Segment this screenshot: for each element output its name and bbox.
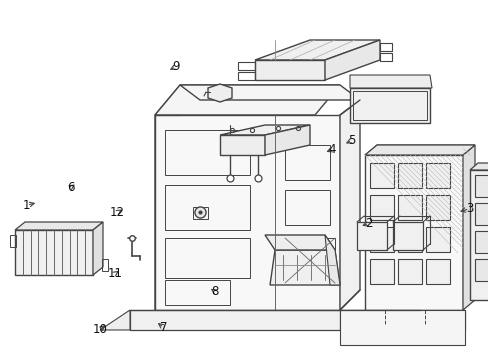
Bar: [193, 207, 207, 219]
Text: 7: 7: [160, 321, 167, 334]
Bar: [379, 53, 391, 61]
Polygon shape: [254, 60, 325, 80]
Text: 8: 8: [211, 285, 219, 298]
Polygon shape: [364, 145, 474, 155]
Polygon shape: [469, 163, 488, 170]
Polygon shape: [339, 310, 464, 345]
Text: 6: 6: [67, 181, 75, 194]
Polygon shape: [220, 125, 309, 135]
Bar: [238, 62, 254, 70]
Bar: [469, 170, 488, 300]
Polygon shape: [264, 235, 334, 250]
Bar: [474, 231, 488, 253]
Polygon shape: [364, 145, 474, 155]
Bar: [352, 91, 426, 120]
Polygon shape: [264, 125, 309, 155]
Bar: [15, 230, 93, 275]
Text: 11: 11: [107, 267, 122, 280]
Polygon shape: [220, 135, 264, 155]
Text: 1: 1: [23, 199, 31, 212]
Bar: [356, 222, 386, 250]
Polygon shape: [325, 40, 379, 80]
Bar: [164, 238, 249, 278]
Bar: [397, 227, 421, 252]
Polygon shape: [419, 310, 449, 330]
Bar: [379, 43, 391, 51]
Text: 3: 3: [465, 202, 472, 215]
Bar: [369, 259, 393, 284]
Bar: [369, 195, 393, 220]
Bar: [369, 163, 393, 188]
Polygon shape: [130, 310, 419, 330]
Bar: [285, 238, 334, 283]
Polygon shape: [15, 222, 103, 230]
Text: 2: 2: [365, 217, 372, 230]
Text: 10: 10: [93, 323, 107, 336]
Text: 4: 4: [328, 143, 336, 156]
Polygon shape: [93, 222, 103, 275]
Polygon shape: [207, 84, 231, 102]
Bar: [397, 195, 421, 220]
Bar: [425, 163, 449, 188]
Bar: [285, 145, 329, 180]
Bar: [164, 280, 229, 305]
Bar: [474, 203, 488, 225]
Polygon shape: [462, 145, 474, 310]
Bar: [238, 72, 254, 80]
Text: 5: 5: [347, 134, 355, 147]
Bar: [425, 259, 449, 284]
Bar: [364, 155, 462, 310]
Bar: [474, 175, 488, 197]
Bar: [164, 185, 249, 230]
Bar: [102, 259, 108, 271]
Polygon shape: [254, 40, 379, 60]
Text: 12: 12: [110, 206, 124, 219]
Bar: [397, 259, 421, 284]
Bar: [285, 190, 329, 225]
Bar: [397, 163, 421, 188]
Polygon shape: [100, 310, 130, 330]
Polygon shape: [325, 235, 339, 285]
Bar: [425, 195, 449, 220]
Bar: [425, 227, 449, 252]
Bar: [10, 235, 16, 247]
Text: 9: 9: [172, 60, 180, 73]
Bar: [349, 88, 429, 123]
Polygon shape: [349, 75, 431, 88]
Polygon shape: [155, 85, 180, 310]
Polygon shape: [269, 250, 339, 285]
Bar: [474, 259, 488, 281]
Polygon shape: [339, 100, 359, 310]
Bar: [164, 130, 249, 175]
Bar: [392, 222, 422, 250]
Polygon shape: [180, 85, 359, 100]
Polygon shape: [155, 85, 339, 115]
Polygon shape: [155, 115, 339, 310]
Bar: [369, 227, 393, 252]
Polygon shape: [339, 310, 464, 330]
